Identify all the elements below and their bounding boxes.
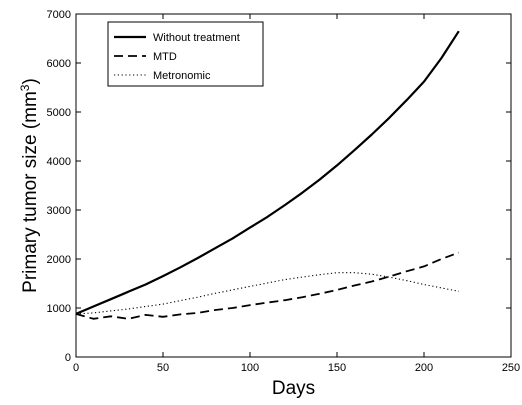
y-tick-label: 2000	[47, 254, 71, 266]
y-tick-label: 6000	[47, 58, 71, 70]
y-tick-label: 4000	[47, 156, 71, 168]
legend-label: Metronomic	[153, 70, 211, 82]
y-tick-label: 3000	[47, 205, 71, 217]
series-layer	[75, 30, 460, 320]
y-tick-label: 1000	[47, 303, 71, 315]
series-line-mtd	[75, 251, 460, 320]
y-tick-label: 7000	[47, 9, 71, 21]
x-tick-label: 0	[73, 362, 79, 374]
series-line-metronomic	[75, 272, 459, 315]
y-tick-label: 5000	[47, 107, 71, 119]
axis-ticks: 0 50 100 150 200 250 0 1000 2000 3000 4000 5000 6000…	[47, 9, 521, 374]
x-tick-label: 250	[502, 362, 520, 374]
series-line-without-treatment	[75, 30, 460, 315]
y-tick-label: 0	[65, 352, 71, 364]
x-axis-label: Days	[272, 378, 315, 399]
legend-label: Without treatment	[153, 32, 240, 44]
x-tick-label: 50	[157, 362, 169, 374]
x-tick-label: 100	[241, 362, 259, 374]
y-axis-label-superscript: 3	[18, 84, 32, 91]
y-axis-label-end: )	[20, 78, 41, 84]
x-tick-label: 150	[328, 362, 346, 374]
y-axis-label: Primary tumor size (mm3)	[18, 78, 41, 293]
x-tick-label: 200	[415, 362, 433, 374]
plot-frame	[75, 13, 512, 358]
legend-label: MTD	[153, 51, 177, 63]
legend: Without treatment MTD Metronomic	[107, 21, 264, 87]
y-axis-label-main: Primary tumor size (mm	[20, 91, 41, 293]
